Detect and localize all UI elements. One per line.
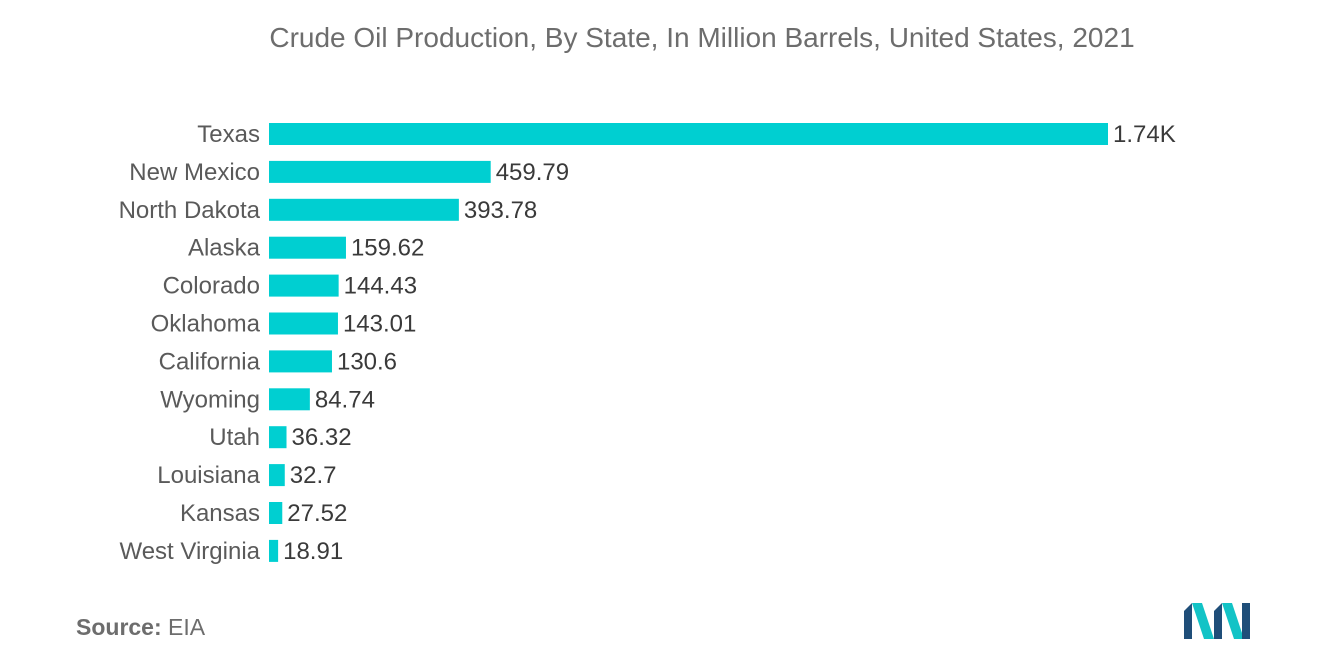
source-note: Source: EIA [76, 614, 205, 641]
bar [269, 123, 1108, 145]
value-label: 159.62 [351, 235, 424, 262]
category-label: California [159, 348, 261, 375]
category-label: Colorado [163, 273, 260, 300]
value-label: 32.7 [290, 462, 337, 489]
category-label: Texas [197, 121, 260, 148]
value-label: 143.01 [343, 311, 416, 338]
category-label: Wyoming [160, 386, 260, 413]
bar [269, 312, 338, 335]
source-label: Source: [76, 614, 162, 640]
bar [269, 236, 346, 259]
logo-left-stroke [1184, 603, 1192, 639]
bars-group: Texas 1.74K New Mexico 459.79 North Dakota 39… [119, 121, 1176, 565]
bar [269, 274, 339, 297]
value-label: 144.43 [344, 273, 417, 300]
logo-middle-stroke [1214, 603, 1222, 639]
logo-left-diagonal [1192, 603, 1214, 639]
category-label: West Virginia [119, 538, 260, 565]
bar [269, 160, 491, 183]
value-label: 459.79 [496, 159, 569, 186]
bar [269, 539, 279, 562]
chart-title: Crude Oil Production, By State, In Milli… [269, 22, 1135, 53]
value-label: 84.74 [315, 386, 375, 413]
bar [269, 388, 310, 411]
value-label: 36.32 [292, 424, 352, 451]
category-label: Utah [209, 424, 260, 451]
category-label: Kansas [180, 500, 260, 527]
value-label: 393.78 [464, 197, 537, 224]
category-label: Louisiana [157, 462, 260, 489]
bar-chart: Texas 1.74K New Mexico 459.79 North Dakota 39… [119, 121, 1176, 565]
category-label: North Dakota [119, 197, 261, 224]
bar [269, 198, 459, 221]
category-label: Oklahoma [151, 311, 261, 338]
value-label: 18.91 [283, 538, 343, 565]
value-label: 27.52 [287, 500, 347, 527]
bar [269, 464, 285, 487]
category-label: Alaska [188, 235, 261, 262]
mordor-intelligence-logo-icon [1184, 603, 1250, 639]
logo-right-stroke [1242, 603, 1250, 639]
bar [269, 426, 287, 449]
value-label: 130.6 [337, 348, 397, 375]
bar [269, 502, 283, 524]
source-value: EIA [168, 614, 206, 640]
category-label: New Mexico [129, 159, 260, 186]
value-label: 1.74K [1113, 121, 1176, 148]
bar [269, 350, 332, 373]
logo-right-diagonal [1222, 603, 1244, 639]
